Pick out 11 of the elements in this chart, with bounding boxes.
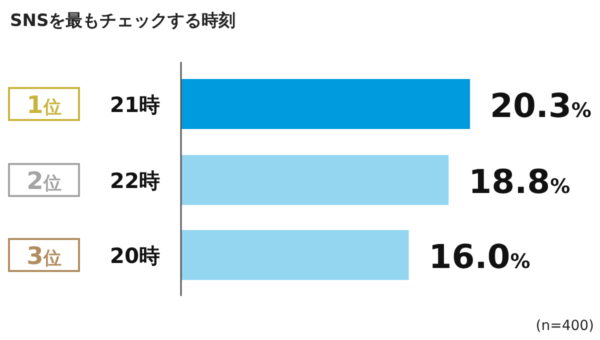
data-label: 16.0%	[428, 237, 530, 276]
data-label: 20.3%	[490, 86, 592, 125]
y-tick-label: 21時	[110, 93, 160, 117]
badge: 3位	[8, 238, 80, 272]
text: (n=400)	[536, 318, 594, 334]
data-label: 18.8%	[468, 162, 570, 201]
y-tick-label: 22時	[110, 169, 160, 193]
badge: 1位	[8, 87, 80, 121]
chart-title: SNSを最もチェックする時刻	[10, 11, 236, 31]
y-tick-label: 20時	[110, 244, 160, 268]
badge: 2位	[8, 163, 80, 197]
